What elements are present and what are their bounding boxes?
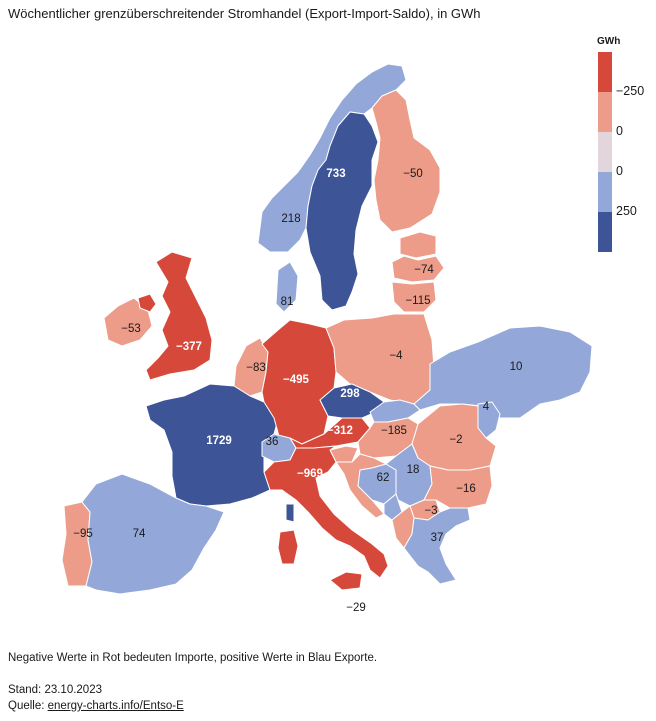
label-spain: 74: [133, 528, 146, 540]
label-france: 1729: [206, 435, 232, 447]
label-norway: 218: [281, 213, 300, 225]
label-bosnia: 62: [377, 472, 390, 484]
label-macedonia: −3: [424, 505, 437, 517]
label-serbia: 18: [407, 464, 420, 476]
map-title: Wöchentlicher grenzüberschreitender Stro…: [8, 6, 481, 21]
label-austria: −312: [327, 425, 353, 437]
country-finland: [371, 89, 441, 233]
country-spain: [81, 473, 225, 595]
country-portugal: [61, 501, 93, 587]
label-sweden: 733: [326, 168, 345, 180]
label-germany: −495: [283, 374, 310, 386]
legend-swatch-neutral: [598, 132, 612, 172]
country-sardinia: [277, 529, 299, 565]
footer-source: Quelle: energy-charts.info/Entso-E: [8, 700, 184, 712]
europe-map: 218 733 −50 −74 −115 81 −53 −377 −83 −49…: [61, 63, 593, 614]
label-czech: 298: [340, 388, 360, 400]
country-greece: [403, 507, 471, 585]
country-lithuania: [391, 281, 437, 313]
legend-swatch-strong-export: [598, 212, 612, 252]
label-moldova: 4: [483, 401, 490, 413]
label-benelux: −83: [246, 362, 266, 374]
footer-date: Stand: 23.10.2023: [8, 684, 102, 696]
legend-swatch-strong-import: [598, 52, 612, 92]
legend-swatch-export: [598, 172, 612, 212]
country-italy: [263, 445, 389, 579]
country-denmark: [275, 261, 299, 313]
country-nireland: [137, 293, 157, 313]
footer-note: Negative Werte in Rot bedeuten Importe, …: [8, 652, 378, 664]
legend-label-250: 250: [616, 204, 637, 218]
label-italy: −969: [297, 468, 323, 480]
country-latvia: [391, 255, 445, 283]
label-greece: 37: [431, 532, 444, 544]
country-ireland: [103, 297, 153, 347]
legend-label-zero-b: 0: [616, 164, 623, 178]
legend-color-bar: [598, 52, 612, 252]
country-estonia: [399, 231, 437, 259]
label-denmark: 81: [281, 296, 294, 308]
legend-label-neg250: −250: [616, 84, 645, 98]
country-sweden: [305, 111, 379, 311]
label-ireland: −53: [121, 323, 141, 335]
country-sicily: [329, 571, 363, 591]
source-link[interactable]: energy-charts.info/Entso-E: [47, 700, 184, 712]
label-lithuania: −115: [405, 295, 430, 307]
legend-title: GWh: [597, 36, 621, 47]
label-hungary: −185: [381, 425, 407, 437]
country-uk: [145, 251, 213, 381]
label-romania: −2: [449, 434, 462, 446]
country-ukraine: [413, 325, 593, 419]
label-ukraine: 10: [510, 361, 523, 373]
label-switzerland: 36: [266, 436, 279, 448]
legend-label-zero-a: 0: [616, 124, 623, 138]
label-latvia: −74: [414, 264, 434, 276]
country-bulgaria: [423, 465, 493, 509]
label-sicily-outside: −29: [346, 602, 366, 614]
source-prefix: Quelle:: [8, 700, 48, 712]
country-corsica: [285, 503, 295, 523]
label-uk: −377: [176, 341, 202, 353]
label-finland: −50: [403, 168, 423, 180]
legend-swatch-import: [598, 92, 612, 132]
label-bulgaria: −16: [456, 483, 476, 495]
label-poland: −4: [389, 350, 403, 362]
label-portugal: −95: [73, 528, 93, 540]
